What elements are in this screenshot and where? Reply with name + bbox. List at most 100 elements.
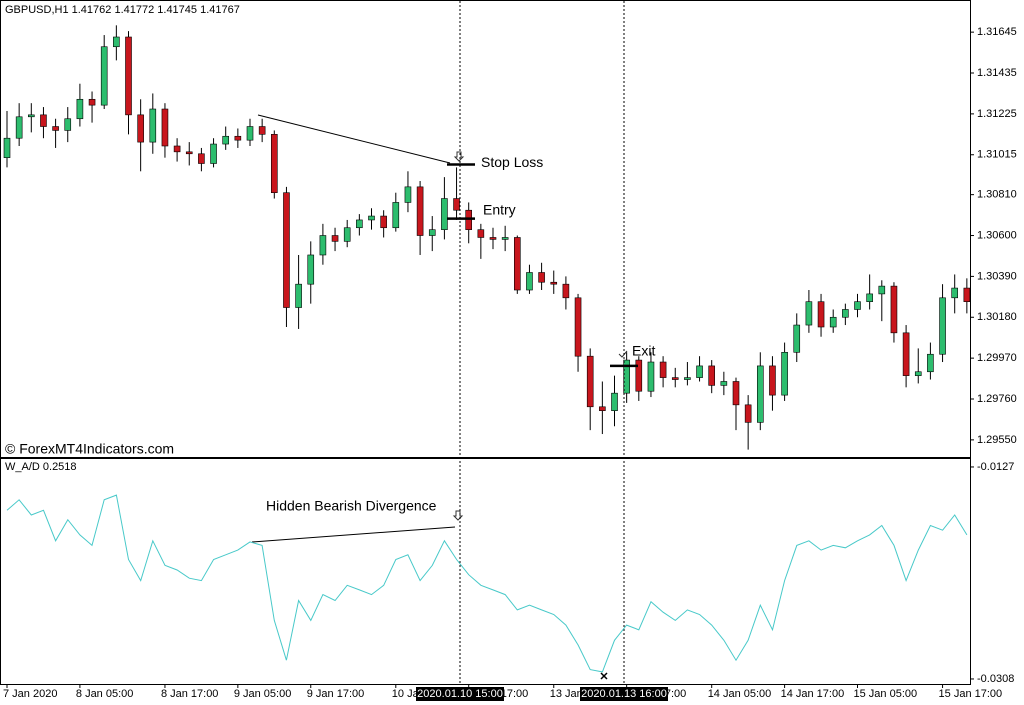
x-tick-label: 9 Jan 05:00 [234,688,292,700]
cross-icon [600,672,608,680]
candle-body [489,237,497,240]
cursor-label: 2020.01.10 15:00 [417,688,503,700]
candle-body [416,186,424,236]
chart-title: GBPUSD,H1 1.41762 1.41772 1.41745 1.4176… [5,4,240,16]
candle-body [611,392,618,411]
x-tick-label: 9 Jan 17:00 [307,688,365,700]
candle-body [586,355,594,408]
candle-body [270,134,278,194]
candle-body [732,381,740,406]
y-tick-label: 1.30390 [977,270,1017,282]
y-tick-label: -0.0308 [977,673,1014,685]
divergence-line-price [257,114,451,164]
indicator-line [6,494,968,673]
candle-body [574,297,582,357]
y-tick-label: 1.29970 [977,352,1017,364]
candle-body [805,301,813,326]
arrow-icon [453,151,465,162]
candle-body [52,126,59,131]
candle-body [781,351,788,396]
candle-body [40,114,47,127]
candle-body [927,353,934,373]
candle-body [671,377,679,380]
candle-body [914,371,922,376]
x-tick-label: 8 Jan 17:00 [161,688,219,700]
candle-body [866,293,873,302]
candle-body [198,153,205,164]
y-tick-label: 1.30600 [977,229,1017,241]
candle-body [538,272,545,283]
candle-body [453,198,460,211]
candle-body [793,324,801,353]
candle-body [513,237,521,291]
arrow-icon [452,510,464,521]
candle-body [817,301,825,328]
y-tick-label: 1.31645 [977,26,1017,38]
candle-body [854,301,861,310]
candle-body [356,219,363,229]
candle-body [15,116,23,139]
candle-body [756,365,764,423]
candle-body [319,235,327,256]
candle-body [465,209,473,230]
x-tick-label: 7 Jan 2020 [3,688,57,700]
candle-body [222,135,229,145]
candle-body [368,215,375,221]
x-tick-label: 14 Jan 17:00 [781,688,845,700]
candle-body [27,114,35,118]
candle-body [125,36,132,116]
candle-body [149,108,157,143]
candle-body [234,135,242,141]
y-tick-label: -0.0127 [977,461,1014,473]
divergence-label: Hidden Bearish Divergence [266,498,437,514]
candle-body [842,309,849,318]
divergence-line-indicator [251,526,456,543]
candle-body [599,406,606,411]
trade-level-label: Stop Loss [481,154,543,170]
y-tick-label: 1.29550 [977,434,1017,446]
y-tick-label: 1.31015 [977,149,1017,161]
cursor-label: 2020.01.13 16:00 [581,688,667,700]
candle-body [550,281,558,285]
candle-body [258,126,266,135]
candle-body [526,272,533,291]
candle-body [708,365,716,386]
candle-body [902,332,910,376]
y-tick-label: 1.31225 [977,108,1017,120]
candle-body [562,283,570,299]
candle-body [501,237,509,240]
candle-body [404,186,412,203]
y-tick-label: 1.30810 [977,189,1017,201]
cursor-label-box [416,687,504,701]
candle-body [173,145,181,153]
candle-body [161,108,169,147]
price-panel [0,0,971,458]
y-tick-label: 1.30180 [977,311,1017,323]
candle-body [113,36,120,48]
candle-body [623,359,630,394]
candle-body [659,361,667,378]
candle-body [647,361,655,392]
trade-level-label: Exit [632,343,655,359]
check-icon [618,350,628,358]
x-tick-label: 15 Jan 05:00 [854,688,918,700]
candle-body [64,118,72,131]
candle-body [696,365,703,378]
candle-body [878,285,886,295]
candle-body [635,359,643,392]
x-tick-label: 14 Jan 05:00 [708,688,772,700]
candle-body [939,297,946,355]
candle-body [137,114,144,143]
indicator-title: W_A/D 0.2518 [5,461,77,473]
watermark: © ForexMT4Indicators.com [5,441,174,457]
candle-body [477,229,485,238]
candle-body [343,227,351,242]
candle-body [76,98,84,120]
x-tick-label: 8 Jan 05:00 [76,688,133,700]
x-tick-label: 15 Jan 17:00 [939,688,1003,700]
candle-body [295,283,302,308]
candle-body [246,126,254,141]
candle-body [392,202,400,229]
candle-body [100,46,108,106]
